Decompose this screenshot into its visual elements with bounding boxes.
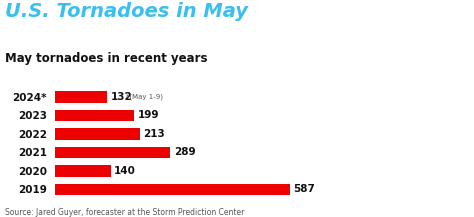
Text: 132: 132 — [110, 92, 132, 102]
Bar — [55, 91, 108, 103]
Text: 140: 140 — [114, 166, 136, 176]
Text: May tornadoes in recent years: May tornadoes in recent years — [5, 52, 207, 65]
Text: 213: 213 — [143, 129, 165, 139]
Bar — [55, 165, 110, 177]
Text: 289: 289 — [173, 148, 195, 158]
Text: 199: 199 — [137, 110, 159, 120]
Text: 587: 587 — [293, 184, 315, 194]
Text: Source: Jared Guyer, forecaster at the Storm Prediction Center: Source: Jared Guyer, forecaster at the S… — [5, 208, 244, 217]
Bar — [55, 147, 171, 158]
Bar — [55, 128, 140, 140]
Text: U.S. Tornadoes in May: U.S. Tornadoes in May — [5, 2, 248, 21]
Bar — [55, 184, 290, 195]
Bar — [55, 110, 134, 121]
Text: *(May 1-9): *(May 1-9) — [126, 94, 163, 100]
